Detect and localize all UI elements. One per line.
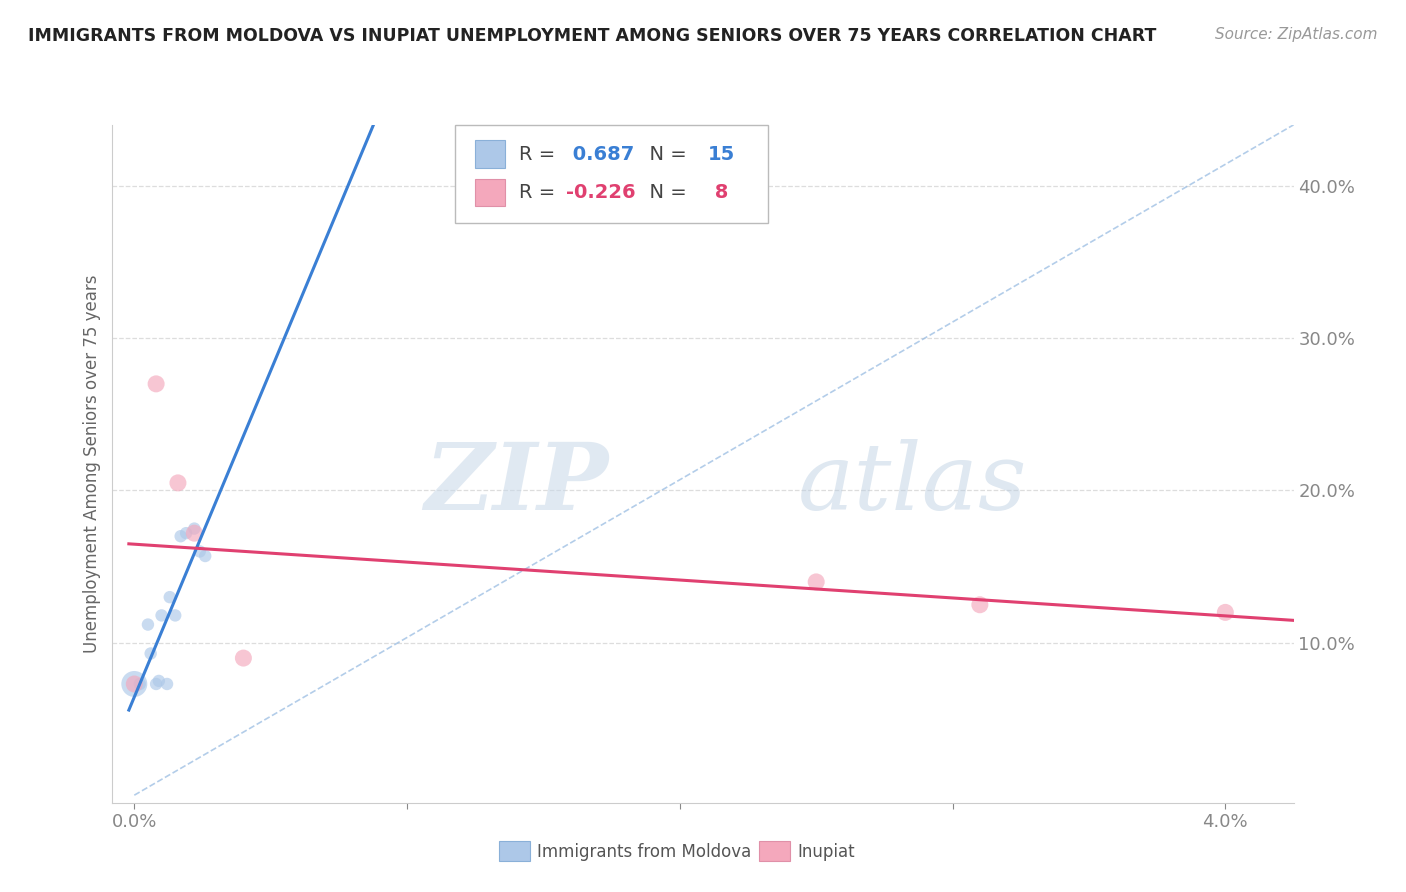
Text: atlas: atlas <box>797 439 1026 529</box>
Text: R =: R = <box>519 145 561 163</box>
Point <box>139 647 162 661</box>
FancyBboxPatch shape <box>475 140 505 168</box>
Point <box>174 526 197 541</box>
Point <box>156 677 179 691</box>
Point <box>169 529 191 543</box>
Text: IMMIGRANTS FROM MOLDOVA VS INUPIAT UNEMPLOYMENT AMONG SENIORS OVER 75 YEARS CORR: IMMIGRANTS FROM MOLDOVA VS INUPIAT UNEMP… <box>28 27 1157 45</box>
FancyBboxPatch shape <box>456 125 768 223</box>
Point <box>806 574 828 589</box>
Point <box>159 590 181 604</box>
FancyBboxPatch shape <box>475 179 505 206</box>
Point <box>145 376 167 391</box>
Text: ZIP: ZIP <box>425 439 609 529</box>
Text: N =: N = <box>637 145 693 163</box>
Point <box>183 522 205 536</box>
Point <box>124 677 146 691</box>
Point <box>232 651 254 665</box>
Point <box>145 677 167 691</box>
Text: Immigrants from Moldova: Immigrants from Moldova <box>537 843 751 861</box>
Point <box>969 598 991 612</box>
Text: Inupiat: Inupiat <box>797 843 855 861</box>
Point <box>124 677 146 691</box>
Text: 0.687: 0.687 <box>567 145 634 163</box>
Point <box>128 677 150 691</box>
Y-axis label: Unemployment Among Seniors over 75 years: Unemployment Among Seniors over 75 years <box>83 275 101 653</box>
Text: 8: 8 <box>707 183 728 202</box>
Point <box>183 526 205 541</box>
Text: -0.226: -0.226 <box>567 183 636 202</box>
Point <box>194 549 217 563</box>
Point <box>136 617 159 632</box>
Point <box>165 608 187 623</box>
Text: Source: ZipAtlas.com: Source: ZipAtlas.com <box>1215 27 1378 42</box>
Point <box>148 673 170 688</box>
Point <box>188 544 211 558</box>
Point <box>1215 606 1237 620</box>
Text: R =: R = <box>519 183 561 202</box>
Text: N =: N = <box>637 183 693 202</box>
Point <box>150 608 173 623</box>
Text: 15: 15 <box>707 145 735 163</box>
Point <box>167 475 190 490</box>
